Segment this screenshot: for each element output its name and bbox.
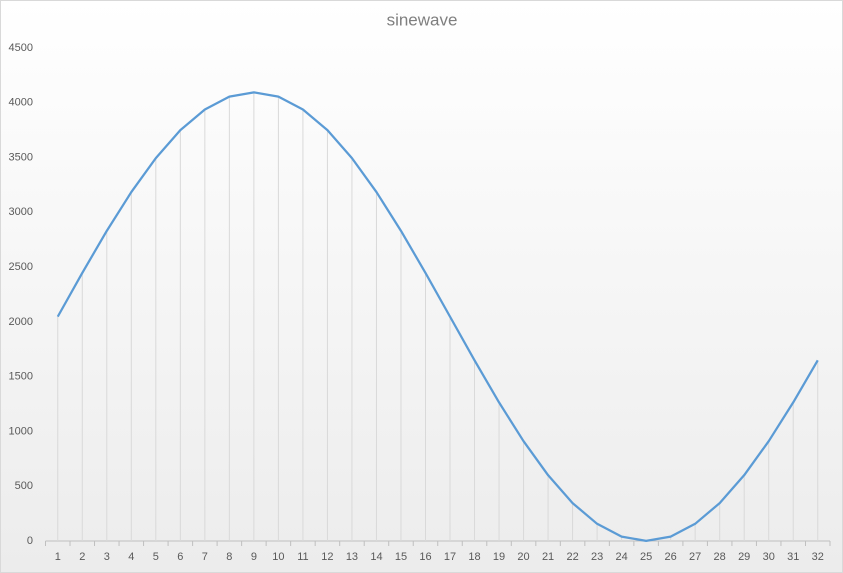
x-tick-label: 10 [272, 551, 284, 563]
x-tick-label: 24 [615, 551, 627, 563]
y-tick-label: 4000 [9, 97, 33, 109]
y-tick-label: 3000 [9, 206, 33, 218]
x-tick-label: 32 [812, 551, 824, 563]
x-tick-label: 27 [689, 551, 701, 563]
y-tick-label: 1000 [9, 425, 33, 437]
x-tick-label: 20 [517, 551, 529, 563]
x-tick-label: 21 [542, 551, 554, 563]
x-tick-label: 3 [104, 551, 110, 563]
y-tick-label: 500 [15, 480, 33, 492]
y-tick-label: 2000 [9, 316, 33, 328]
x-tick-label: 23 [591, 551, 603, 563]
x-tick-label: 8 [226, 551, 232, 563]
x-tick-label: 2 [79, 551, 85, 563]
x-tick-label: 25 [640, 551, 652, 563]
x-tick-label: 11 [297, 551, 308, 563]
x-tick-label: 16 [419, 551, 431, 563]
x-tick-label: 9 [251, 551, 257, 563]
x-tick-label: 5 [153, 551, 159, 563]
x-tick-label: 12 [321, 551, 333, 563]
y-tick-label: 4500 [9, 42, 33, 54]
x-tick-label: 4 [128, 551, 134, 563]
x-tick-label: 17 [444, 551, 456, 563]
x-tick-label: 7 [202, 551, 208, 563]
x-tick-label: 29 [738, 551, 750, 563]
y-tick-label: 1500 [9, 371, 33, 383]
x-tick-label: 19 [493, 551, 505, 563]
x-tick-label: 18 [468, 551, 480, 563]
x-tick-label: 31 [787, 551, 799, 563]
x-tick-label: 6 [177, 551, 183, 563]
x-tick-label: 14 [370, 551, 382, 563]
x-tick-label: 26 [665, 551, 677, 563]
x-tick-label: 30 [763, 551, 775, 563]
chart-title: sinewave [387, 10, 458, 29]
y-tick-label: 0 [27, 535, 33, 547]
line-series [56, 91, 819, 543]
x-tick-label: 1 [55, 551, 61, 563]
x-tick-label: 13 [346, 551, 358, 563]
x-tick-label: 15 [395, 551, 407, 563]
x-tick-label: 28 [714, 551, 726, 563]
y-tick-label: 2500 [9, 261, 33, 273]
x-tick-label: 22 [566, 551, 578, 563]
y-tick-label: 3500 [9, 151, 33, 163]
